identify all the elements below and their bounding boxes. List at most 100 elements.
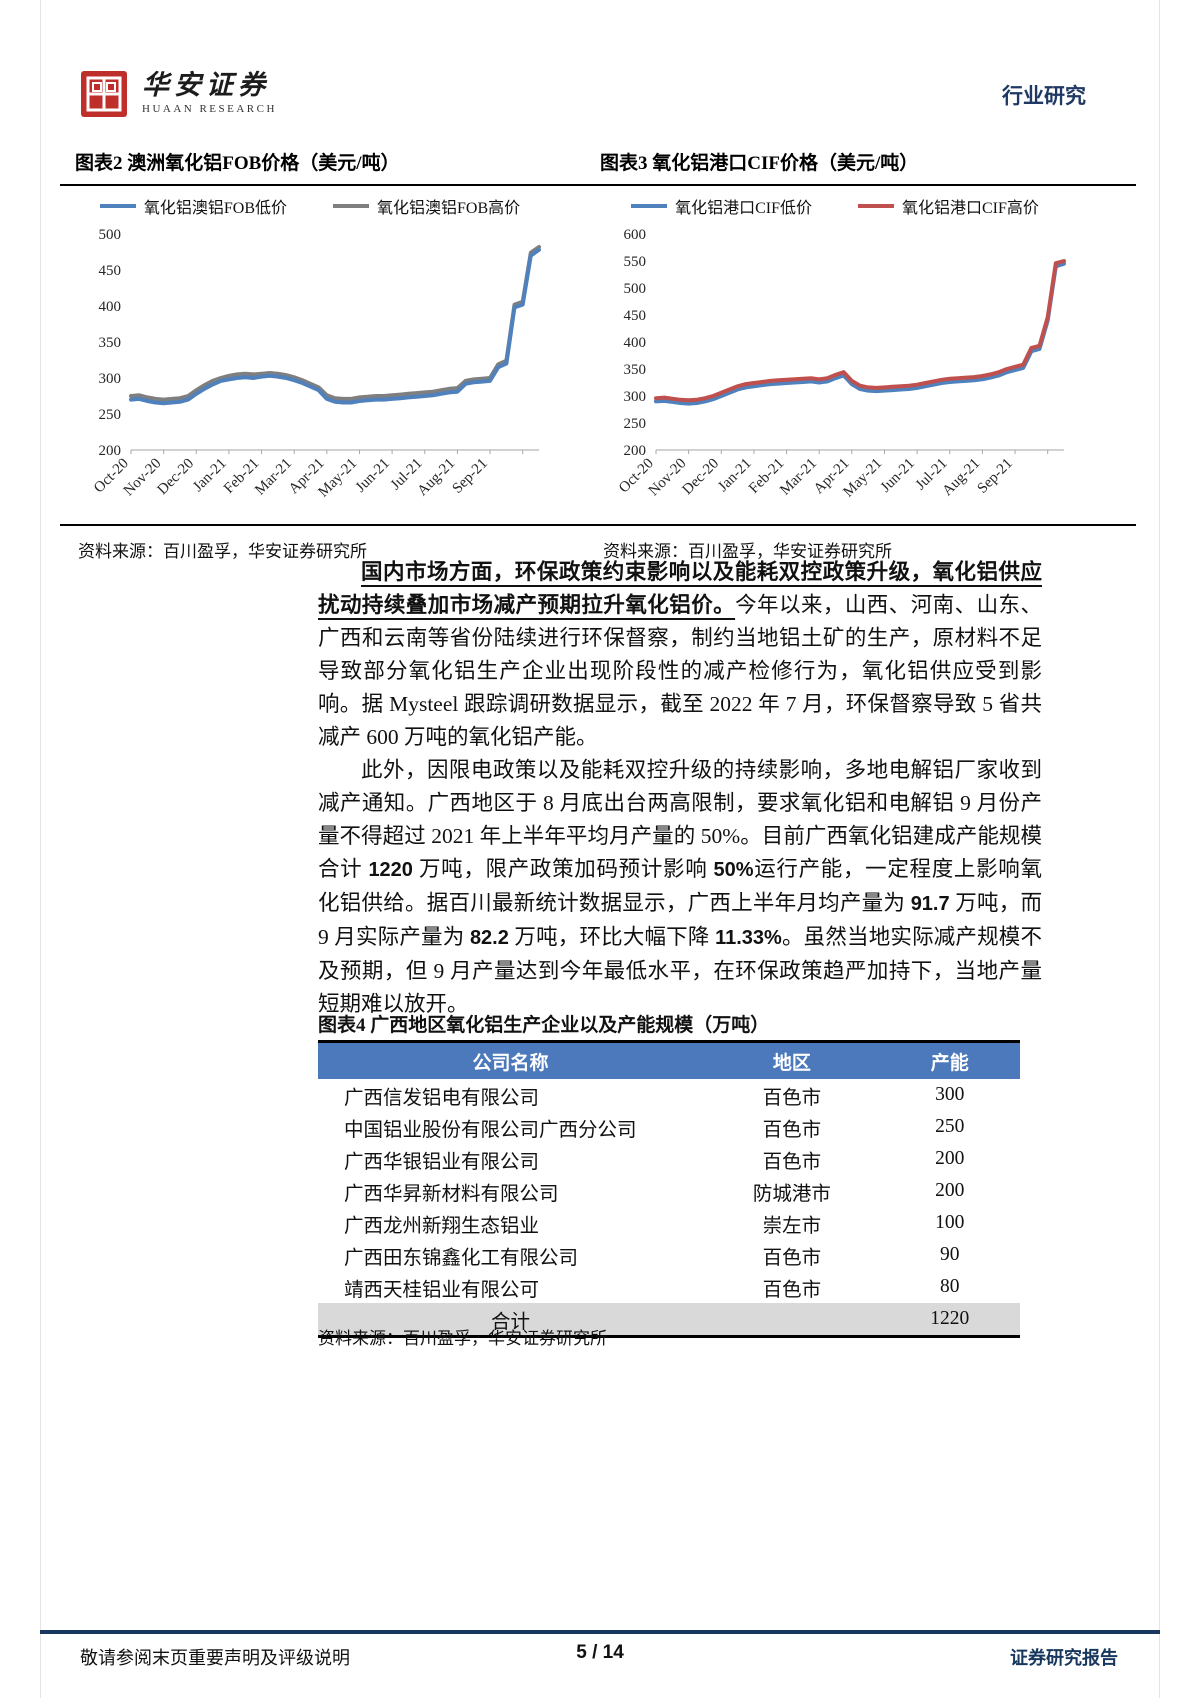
svg-text:Mar-21: Mar-21 [252, 456, 295, 499]
svg-text:Nov-20: Nov-20 [121, 456, 165, 500]
table-cell: 崇左市 [762, 1215, 822, 1237]
table-row: 广西华银铝业有限公司 百色市 200 [318, 1143, 1020, 1175]
text-segment: 50% [713, 859, 754, 881]
svg-text:350: 350 [624, 362, 647, 378]
svg-text:400: 400 [99, 299, 122, 315]
table-row: 中国铝业股份有限公司广西分公司 百色市 250 [318, 1111, 1020, 1143]
table-cell: 百色市 [762, 1151, 822, 1173]
table-cell: 广西华银铝业有限公司 [344, 1151, 540, 1173]
svg-text:400: 400 [624, 335, 647, 351]
header-region: 地区 [704, 1041, 880, 1079]
table-cell: 300 [935, 1084, 965, 1105]
capacity-table: 公司名称 地区 产能 广西信发铝电有限公司 百色市 300 中国铝业股份有限公司广西分… [318, 1040, 1020, 1338]
header-company: 公司名称 [318, 1041, 705, 1079]
svg-text:450: 450 [99, 263, 122, 279]
figure3-source: 资料来源：百川盈孚，华安证券研究所 [603, 542, 892, 561]
text-segment: 1220 [368, 859, 413, 881]
table-cell: 中国铝业股份有限公司广西分公司 [344, 1119, 637, 1141]
huaan-logo: 华安证券 HUAAN RESEARCH [80, 70, 277, 118]
figure4-source: 资料来源：百川盈孚，华安证券研究所 [318, 1329, 607, 1348]
table-cell: 广西华昇新材料有限公司 [344, 1183, 559, 1205]
page-number: 5 / 14 [576, 1642, 624, 1663]
figure-bottom-rule [60, 524, 1136, 526]
legend-item: 氧化铝澳铝FOB低价 [99, 194, 287, 218]
legend-item: 氧化铝港口CIF低价 [631, 194, 812, 218]
svg-text:Aug-21: Aug-21 [415, 456, 459, 500]
svg-text:350: 350 [99, 335, 122, 351]
table-cell: 80 [940, 1276, 960, 1297]
svg-text:250: 250 [99, 407, 122, 423]
logo-text: 华安证券 HUAAN RESEARCH [142, 70, 277, 115]
figure-top-rule [60, 184, 1136, 186]
svg-text:200: 200 [99, 443, 122, 459]
legend-item: 氧化铝港口CIF高价 [858, 194, 1039, 218]
legend-label: 氧化铝澳铝FOB低价 [143, 200, 287, 217]
table-cell: 广西龙州新翔生态铝业 [344, 1215, 540, 1237]
table-row: 广西华昇新材料有限公司 防城港市 200 [318, 1175, 1020, 1207]
figure2-title: 图表2 澳洲氧化铝FOB价格（美元/吨） [75, 153, 400, 174]
svg-text:Nov-20: Nov-20 [646, 456, 690, 500]
svg-text:450: 450 [624, 308, 647, 324]
table-row: 广西信发铝电有限公司 百色市 300 [318, 1079, 1020, 1111]
total-label: 合计 [318, 1303, 705, 1337]
cif-price-chart: 200250300350400450500550600Oct-20Nov-20D… [616, 227, 1066, 500]
fob-price-chart: 200250300350400450500Oct-20Nov-20Dec-20J… [91, 227, 541, 500]
svg-text:300: 300 [624, 389, 647, 405]
text-segment: 91.7 [910, 893, 950, 915]
svg-text:200: 200 [624, 443, 647, 459]
text-segment: 国内市场方面，环保政策约束影响以及能耗双控政策升级，氧化铝供应扰动持续叠加市场减… [318, 560, 1042, 617]
total-region [704, 1303, 880, 1337]
text-segment: 11.33% [715, 927, 782, 949]
total-value: 1220 [879, 1303, 1020, 1337]
svg-text:500: 500 [624, 281, 647, 297]
legend-line-swatch [99, 204, 136, 208]
header-capacity: 产能 [879, 1041, 1020, 1079]
svg-text:500: 500 [99, 227, 122, 243]
svg-text:Mar-21: Mar-21 [777, 456, 820, 499]
svg-text:Sep-21: Sep-21 [450, 456, 491, 497]
table-cell: 200 [935, 1180, 965, 1201]
figure3-title: 图表3 氧化铝港口CIF价格（美元/吨） [600, 153, 919, 174]
legend-item: 氧化铝澳铝FOB高价 [333, 194, 520, 218]
logo-cn-label: 华安证券 [142, 70, 270, 100]
figure4-title: 图表4 广西地区氧化铝生产企业以及产能规模（万吨） [318, 1015, 770, 1036]
total-row: 合计 1220 [318, 1303, 1020, 1337]
table-row: 广西田东锦鑫化工有限公司 百色市 90 [318, 1239, 1020, 1271]
text-segment: 。虽然当地实际减产规模不及预期，但 9 月产量达到今年最低水平，在环保政策趋严加… [318, 925, 1042, 1016]
figure2-source: 资料来源：百川盈孚，华安证券研究所 [78, 542, 367, 561]
text-segment: 万吨，限产政策加码预计影响 [412, 857, 714, 881]
footer-divider [40, 1630, 1160, 1634]
table-cell: 90 [940, 1244, 960, 1265]
text-segment: 万吨，而 9 月实际产量为 [318, 891, 1042, 949]
cif-chart-legend: 氧化铝港口CIF低价 氧化铝港口CIF高价 [600, 194, 1070, 218]
table-row: 靖西天桂铝业有限公可 百色市 80 [318, 1271, 1020, 1303]
text-segment: 82.2 [469, 927, 509, 949]
table-cell: 防城港市 [752, 1183, 831, 1205]
legend-label: 氧化铝澳铝FOB高价 [377, 200, 521, 217]
svg-text:250: 250 [624, 416, 647, 432]
legend-line-swatch [631, 204, 668, 208]
table-cell: 200 [935, 1148, 965, 1169]
svg-text:600: 600 [624, 227, 647, 243]
svg-text:Dec-20: Dec-20 [680, 456, 723, 499]
svg-text:Aug-21: Aug-21 [940, 456, 984, 500]
table-cell: 广西田东锦鑫化工有限公司 [344, 1247, 579, 1269]
svg-text:550: 550 [624, 254, 647, 270]
page-left-border [40, 0, 41, 1698]
body-text: 国内市场方面，环保政策约束影响以及能耗双控政策升级，氧化铝供应扰动持续叠加市场减… [318, 556, 1042, 1021]
svg-text:300: 300 [99, 371, 122, 387]
text-segment: 此外，因限电政策以及能耗双控升级的持续影响，多地电解铝厂家收到减产通知。广西地区… [318, 758, 1042, 881]
svg-text:Jun-21: Jun-21 [353, 456, 393, 496]
table-cell: 广西信发铝电有限公司 [344, 1087, 540, 1109]
table-cell: 百色市 [762, 1279, 822, 1301]
capacity-table-body: 广西信发铝电有限公司 百色市 300 中国铝业股份有限公司广西分公司 百色市 250 广西华… [318, 1079, 1020, 1303]
text-segment: 万吨，环比大幅下降 [508, 925, 716, 949]
logo-en-label: HUAAN RESEARCH [142, 103, 277, 115]
table-cell: 百色市 [762, 1247, 822, 1269]
footer-report-type: 证券研究报告 [1010, 1648, 1118, 1668]
table-row: 广西龙州新翔生态铝业 崇左市 100 [318, 1207, 1020, 1239]
fob-chart-legend: 氧化铝澳铝FOB低价 氧化铝澳铝FOB高价 [75, 194, 545, 218]
legend-line-swatch [858, 204, 894, 208]
table-cell: 100 [935, 1212, 965, 1233]
